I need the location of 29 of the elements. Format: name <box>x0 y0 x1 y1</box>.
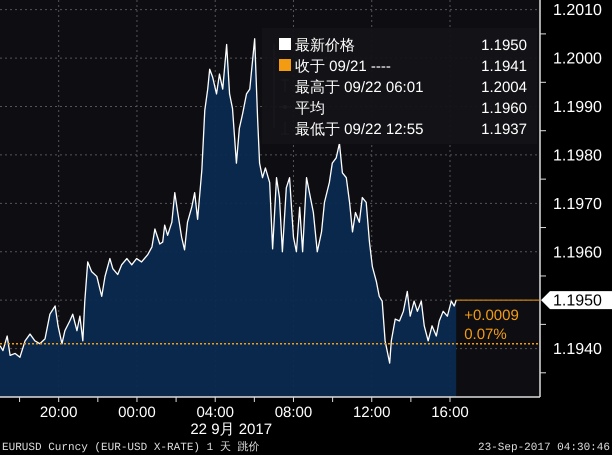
text: 23-Sep-2017 04:30:46 <box>478 442 610 454</box>
x-tick-label: 04:00 <box>196 404 234 421</box>
annotation: 0.07% <box>464 326 507 344</box>
y-tick-label: 1.1980 <box>553 147 602 164</box>
y-tick-label: 1.1970 <box>553 196 602 213</box>
x-tick-label: 16:00 <box>431 404 469 421</box>
y-tick-label: 1.1940 <box>553 341 602 358</box>
annotation: 最低于 09/22 12:55 <box>295 121 424 138</box>
annotation: 1.1937 <box>481 121 527 138</box>
y-tick-label: 1.2010 <box>553 2 602 20</box>
annotation: 平均 <box>295 100 325 117</box>
annotation: 1.1950 <box>481 37 527 54</box>
x-axis-title: 22 9月 2017 <box>190 421 272 438</box>
y-tick-label: 1.1950 <box>553 292 602 310</box>
annotation: +0.0009 <box>464 307 519 324</box>
y-tick-label: 1.1990 <box>553 99 602 116</box>
x-tick-label: 08:00 <box>274 404 312 421</box>
annotation: 最高于 09/22 06:01 <box>295 79 424 96</box>
text: EURUSD Curncy (EUR-USD X-RATE) 1 天 跳价 <box>2 441 260 454</box>
x-tick-label: 12:00 <box>352 404 391 421</box>
x-tick-label: 20:00 <box>40 404 78 421</box>
legend-label: 收于 09/21 ---- <box>295 58 391 75</box>
legend-label: 最新价格 <box>295 37 355 54</box>
x-tick-label: 00:00 <box>118 404 156 421</box>
y-tick-label: 1.1960 <box>553 244 602 262</box>
annotation: 1.2004 <box>481 79 527 96</box>
annotation: 1.1960 <box>481 100 527 117</box>
annotation: 1.1941 <box>481 58 527 75</box>
y-tick-label: 1.2000 <box>553 50 602 68</box>
